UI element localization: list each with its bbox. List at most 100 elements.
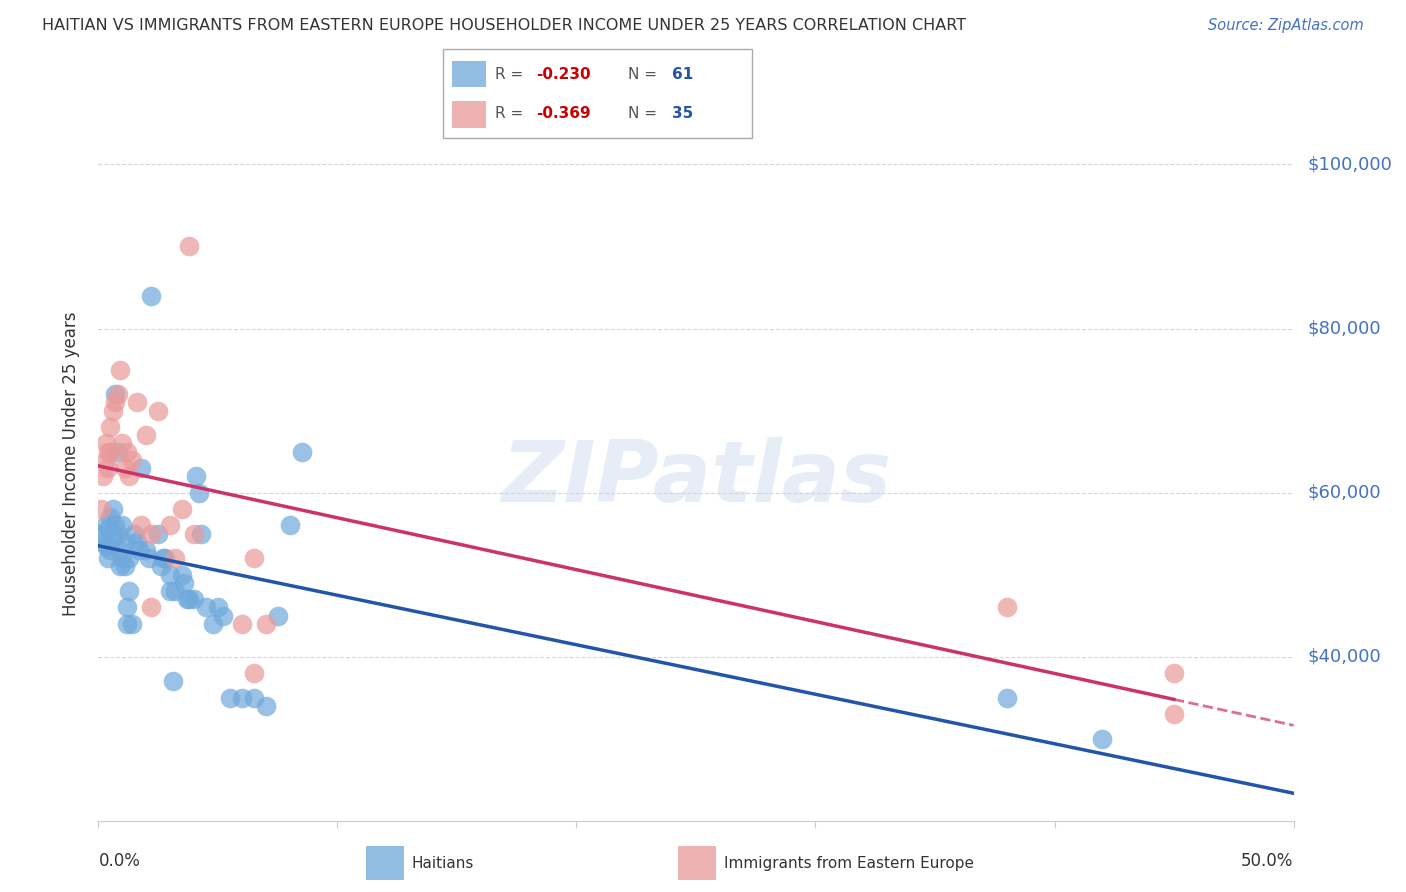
Point [94,436,117,450]
Point [108,543,131,558]
Text: Source: ZipAtlas.com: Source: ZipAtlas.com [1208,18,1364,33]
Point [98,444,122,458]
Text: N =: N = [628,106,662,120]
Point [159,567,181,582]
Text: R =: R = [495,67,529,81]
Point [243,690,266,705]
Point [115,600,138,615]
Text: $40,000: $40,000 [1308,648,1381,665]
Text: 50.0%: 50.0% [1241,852,1294,870]
Point [104,395,127,409]
Point [995,690,1018,705]
Point [114,461,136,475]
Point [115,616,138,631]
Point [108,559,131,574]
Point [194,600,217,615]
Point [1091,731,1114,746]
Point [211,608,233,623]
Point [183,592,205,607]
Point [179,239,201,253]
Point [124,526,146,541]
Point [94,539,117,553]
Point [91,469,114,483]
Point [104,518,127,533]
Point [118,551,141,566]
Point [159,584,181,599]
Point [121,452,143,467]
Point [163,551,186,566]
Point [107,387,129,401]
Point [148,526,170,541]
Point [101,502,124,516]
Point [98,543,122,558]
Point [187,485,209,500]
Point [162,674,184,689]
Point [190,526,212,541]
Point [104,387,127,401]
Point [155,551,177,566]
Point [101,531,124,545]
Point [995,600,1018,615]
Point [1163,665,1185,680]
Point [107,526,129,541]
Point [243,665,266,680]
Point [111,551,134,566]
Point [202,616,225,631]
Point [186,469,208,483]
Point [179,592,201,607]
Point [125,395,148,409]
Point [111,436,134,450]
Text: $100,000: $100,000 [1308,155,1392,173]
Point [98,510,122,524]
Point [128,543,150,558]
Point [163,584,186,599]
Point [97,444,120,458]
Point [121,616,143,631]
Point [173,575,195,590]
Text: 0.0%: 0.0% [98,852,141,870]
Point [114,534,136,549]
Point [267,608,290,623]
Point [97,461,120,475]
Point [125,534,148,549]
Point [139,600,162,615]
Point [108,362,131,376]
Point [148,403,170,417]
Point [231,690,253,705]
Text: -0.230: -0.230 [536,67,591,81]
Point [94,452,117,467]
Point [135,428,157,442]
Point [115,444,138,458]
Point [176,592,198,607]
FancyBboxPatch shape [453,101,486,128]
FancyBboxPatch shape [678,846,716,880]
Point [243,551,266,566]
Point [97,523,120,537]
Point [138,551,160,566]
Point [254,698,277,713]
Point [172,502,194,516]
Text: -0.369: -0.369 [536,106,591,120]
Point [231,616,253,631]
Text: R =: R = [495,106,529,120]
Point [207,600,229,615]
Point [149,559,172,574]
Y-axis label: Householder Income Under 25 years: Householder Income Under 25 years [62,311,80,616]
Text: $80,000: $80,000 [1308,319,1381,337]
Point [114,559,136,574]
FancyBboxPatch shape [453,61,486,87]
Point [90,502,112,516]
Point [254,616,277,631]
Point [290,444,312,458]
Point [90,526,112,541]
Text: N =: N = [628,67,662,81]
Text: 35: 35 [672,106,693,120]
Point [118,584,141,599]
Point [107,444,129,458]
Point [118,469,141,483]
Text: Immigrants from Eastern Europe: Immigrants from Eastern Europe [724,855,974,871]
Text: $60,000: $60,000 [1308,483,1381,501]
Text: HAITIAN VS IMMIGRANTS FROM EASTERN EUROPE HOUSEHOLDER INCOME UNDER 25 YEARS CORR: HAITIAN VS IMMIGRANTS FROM EASTERN EUROP… [42,18,966,33]
Point [183,526,205,541]
Point [131,518,153,533]
